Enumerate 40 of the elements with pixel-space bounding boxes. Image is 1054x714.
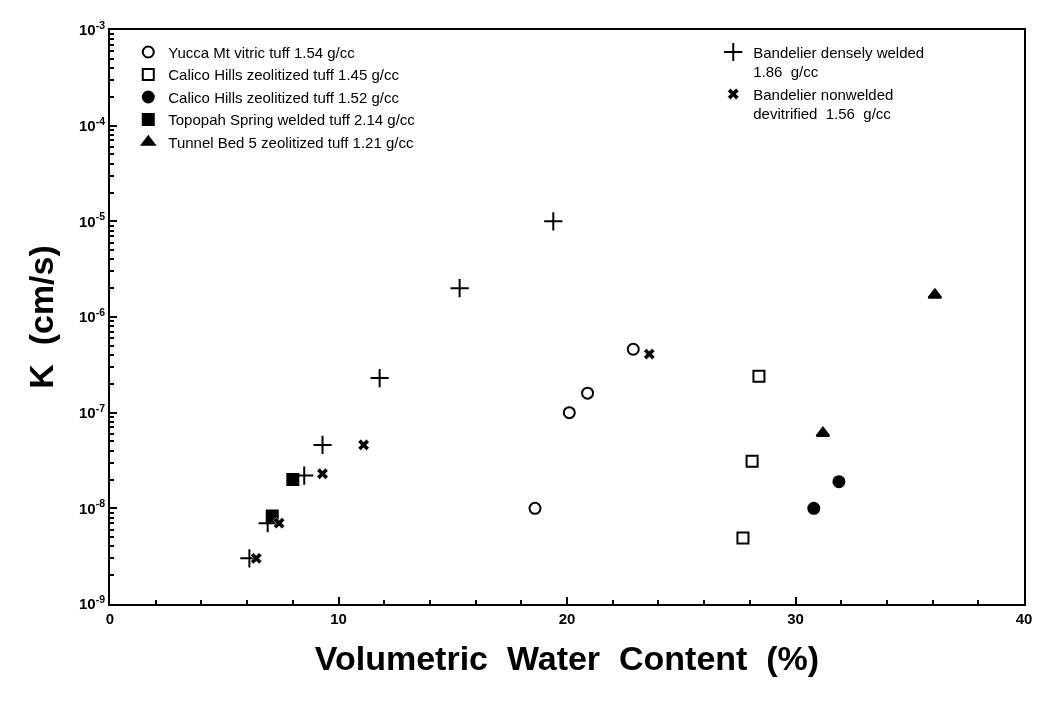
point <box>832 475 846 489</box>
y-axis-title: K (cm/s) <box>22 245 61 389</box>
y-tick-label: 10$^{-5}$ <box>78 210 106 230</box>
point <box>643 348 656 360</box>
y-tick-label: 10$^{-4}$ <box>78 114 106 134</box>
x-tick-label: 20 <box>558 610 576 627</box>
point <box>626 342 640 356</box>
point <box>736 531 750 545</box>
point <box>286 473 300 487</box>
y-tick-label: 10$^{-6}$ <box>78 305 106 326</box>
point <box>449 278 470 299</box>
y-tick-label: 10$^{-3}$ <box>78 18 106 39</box>
x-tick-label: 40 <box>1015 610 1033 627</box>
legend-label: Topopah Spring welded tuff 2.14 g/cc <box>168 111 416 129</box>
point <box>807 501 821 515</box>
point <box>316 467 329 480</box>
point <box>543 211 564 232</box>
point <box>581 386 595 400</box>
legend-label: Bandelier nonwelded devitrified 1.56 g/cc <box>753 85 894 123</box>
point <box>745 454 759 468</box>
point <box>752 369 766 383</box>
legend-label: Calico Hills zeolitized tuff 1.52 g/cc <box>168 88 400 106</box>
legend-label: Yucca Mt vitric tuff 1.54 g/cc <box>168 43 356 61</box>
point <box>312 434 333 456</box>
point <box>528 501 542 515</box>
point <box>357 439 370 451</box>
y-tick-label: 10$^{-7}$ <box>78 401 106 421</box>
x-tick-label: 10 <box>330 610 347 627</box>
y-tick-label: 10$^{-8}$ <box>78 497 106 517</box>
legend-label: Tunnel Bed 5 zeolitized tuff 1.21 g/cc <box>168 133 414 151</box>
legend-label: Bandelier densely welded 1.86 g/cc <box>753 43 925 81</box>
x-axis-title: Volumetric Water Content (%) <box>314 638 820 677</box>
y-tick-label: 10$^{-9}$ <box>78 592 106 613</box>
point <box>273 517 285 530</box>
legend-label: Calico Hills zeolitized tuff 1.45 g/cc <box>168 66 400 84</box>
point <box>562 406 576 420</box>
point <box>369 367 390 389</box>
point <box>250 552 263 565</box>
x-tick-label: 0 <box>105 610 115 627</box>
x-tick-label: 30 <box>787 610 804 627</box>
